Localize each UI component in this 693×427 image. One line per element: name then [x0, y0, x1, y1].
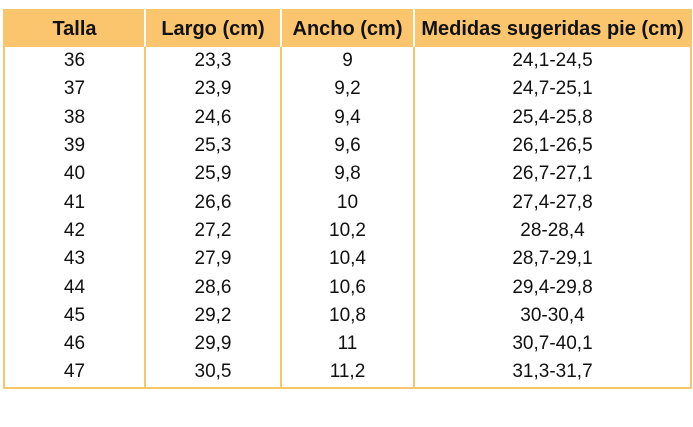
cell-ancho: 10,2 [280, 216, 414, 246]
cell-ancho: 10,4 [280, 245, 414, 274]
table-row: 42 27,2 10,2 28-28,4 [4, 216, 691, 246]
cell-talla: 45 [63, 304, 86, 326]
table-row: 46 29,9 11 30,7-40,1 [4, 329, 691, 359]
cell-talla: 36 [63, 50, 86, 72]
cell-medidas: 30,7-40,1 [413, 329, 691, 359]
table-row: 44 28,6 10,6 29,4-29,8 [4, 273, 691, 302]
header-largo: Largo (cm) [144, 10, 281, 47]
cell-talla: 44 [63, 276, 86, 298]
cell-talla: 37 [63, 78, 86, 100]
cell-ancho: 9,2 [280, 75, 414, 104]
cell-largo: 24,6 [144, 103, 281, 132]
cell-medidas: 24,1-24,5 [413, 47, 691, 76]
cell-largo: 30,5 [144, 358, 281, 388]
cell-medidas: 28-28,4 [413, 216, 691, 246]
cell-ancho: 11,2 [280, 358, 414, 388]
table-row: 36 23,3 9 24,1-24,5 [4, 47, 691, 76]
cell-largo: 23,3 [144, 47, 281, 76]
cell-largo: 29,2 [144, 301, 281, 330]
table-row: 38 24,6 9,4 25,4-25,8 [4, 103, 691, 132]
table-row: 47 30,5 11,2 31,3-31,7 [4, 358, 691, 388]
table-row: 43 27,9 10,4 28,7-29,1 [4, 245, 691, 274]
cell-largo: 25,3 [144, 131, 281, 161]
size-chart-table: Talla Largo (cm) Ancho (cm) Medidas suge… [3, 9, 692, 389]
table-row: 45 29,2 10,8 30-30,4 [4, 301, 691, 330]
cell-talla: 41 [63, 191, 86, 213]
cell-medidas: 30-30,4 [413, 301, 691, 330]
cell-largo: 27,2 [144, 216, 281, 246]
cell-largo: 23,9 [144, 75, 281, 104]
cell-largo: 26,6 [144, 188, 281, 217]
table-row: 39 25,3 9,6 26,1-26,5 [4, 131, 691, 161]
cell-ancho: 9 [280, 47, 414, 76]
cell-medidas: 24,7-25,1 [413, 75, 691, 104]
cell-talla: 38 [63, 106, 86, 128]
cell-talla: 39 [63, 135, 86, 157]
table-row: 41 26,6 10 27,4-27,8 [4, 188, 691, 217]
cell-ancho: 9,8 [280, 160, 414, 189]
cell-talla: 46 [63, 333, 86, 355]
cell-medidas: 31,3-31,7 [413, 358, 691, 388]
cell-ancho: 10 [280, 188, 414, 217]
cell-talla: 40 [63, 163, 86, 185]
cell-medidas: 27,4-27,8 [413, 188, 691, 217]
cell-ancho: 10,6 [280, 273, 414, 302]
cell-medidas: 28,7-29,1 [413, 245, 691, 274]
header-talla: Talla [4, 10, 145, 47]
cell-medidas: 26,7-27,1 [413, 160, 691, 189]
cell-ancho: 9,6 [280, 131, 414, 161]
cell-medidas: 29,4-29,8 [413, 273, 691, 302]
cell-ancho: 11 [280, 329, 414, 359]
table-row: 40 25,9 9,8 26,7-27,1 [4, 160, 691, 189]
cell-ancho: 9,4 [280, 103, 414, 132]
cell-largo: 28,6 [144, 273, 281, 302]
table-header-row: Talla Largo (cm) Ancho (cm) Medidas suge… [4, 10, 691, 47]
header-medidas-sugeridas: Medidas sugeridas pie (cm) [413, 10, 691, 47]
cell-largo: 29,9 [144, 329, 281, 359]
cell-medidas: 25,4-25,8 [413, 103, 691, 132]
cell-largo: 25,9 [144, 160, 281, 189]
cell-medidas: 26,1-26,5 [413, 131, 691, 161]
table-row: 37 23,9 9,2 24,7-25,1 [4, 75, 691, 104]
cell-talla: 43 [63, 248, 86, 270]
cell-talla: 42 [63, 219, 86, 241]
cell-ancho: 10,8 [280, 301, 414, 330]
cell-largo: 27,9 [144, 245, 281, 274]
cell-talla: 47 [63, 361, 86, 383]
header-ancho: Ancho (cm) [280, 10, 414, 47]
